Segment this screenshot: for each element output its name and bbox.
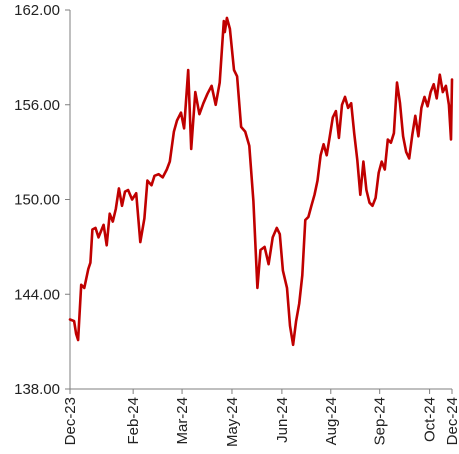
- y-tick-label: 138.00: [14, 381, 60, 398]
- x-tick-label: Oct-24: [422, 397, 439, 442]
- axes: [69, 10, 452, 390]
- y-tick-label: 162.00: [14, 2, 60, 19]
- series-group: [68, 16, 454, 347]
- x-tick-label: Jun-24: [274, 397, 291, 443]
- x-tick-label: Dec-24: [444, 397, 459, 445]
- x-tick-label: Sep-24: [372, 397, 389, 445]
- x-tick-label: May-24: [224, 397, 241, 447]
- series-line: [68, 16, 454, 347]
- y-tick-label: 150.00: [14, 192, 60, 209]
- y-tick-label: 156.00: [14, 97, 60, 114]
- x-tick-label: Feb-24: [125, 397, 142, 445]
- y-axis-ticks: 138.00 144.00 150.00 156.00 162.00: [14, 2, 70, 398]
- x-axis-ticks: Dec-23 Feb-24 Mar-24 May-24 Jun-24 Aug-24 Sep-…: [62, 389, 459, 447]
- y-tick-label: 144.00: [14, 286, 60, 303]
- x-tick-label: Aug-24: [323, 397, 340, 445]
- x-tick-label: Mar-24: [174, 397, 191, 445]
- x-tick-label: Dec-23: [62, 397, 79, 445]
